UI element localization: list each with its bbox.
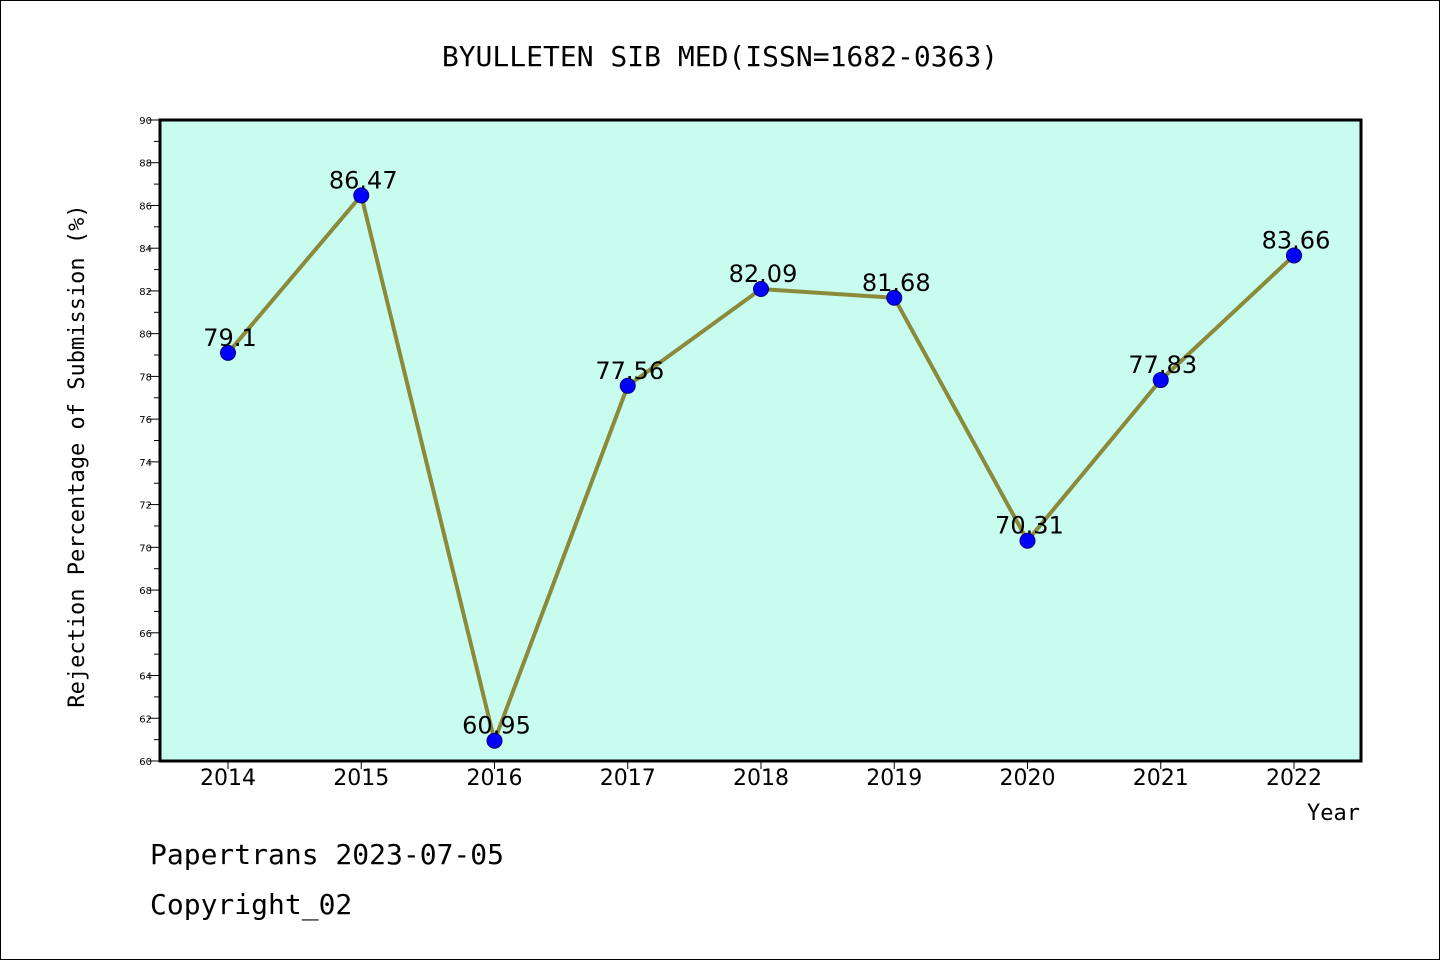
y-tick-label: 74 — [139, 458, 152, 469]
data-label-2018: 82.09 — [729, 260, 798, 288]
x-tick-label: 2014 — [200, 766, 256, 791]
plot-border — [158, 118, 1363, 763]
x-axis-label: Year — [1307, 801, 1360, 826]
data-point-2017 — [619, 377, 636, 394]
x-tick-label: 2020 — [1000, 766, 1056, 791]
data-point-2022 — [1286, 247, 1302, 264]
y-axis-ticks: 60 62 64 66 68 70 72 74 76 78 80 82 84 86 88 90 — [139, 116, 160, 768]
data-label-2015: 86.47 — [329, 166, 398, 194]
y-tick-label: 90 — [139, 116, 152, 127]
y-tick-label: 70 — [139, 543, 152, 554]
data-point-2015 — [353, 187, 370, 204]
y-tick-label: 80 — [139, 330, 152, 341]
y-tick-label: 82 — [139, 287, 152, 298]
chart-title: BYULLETEN SIB MED(ISSN=1682-0363) — [442, 40, 998, 73]
data-point-2016 — [486, 732, 503, 749]
data-label-2021: 77.83 — [1128, 351, 1197, 379]
y-tick-label: 62 — [139, 714, 152, 725]
x-tick-label: 2021 — [1133, 766, 1189, 791]
data-point-2020 — [1019, 532, 1036, 549]
data-label-2016: 60.95 — [462, 712, 531, 740]
y-tick-label: 68 — [139, 586, 152, 597]
data-point-2014 — [220, 344, 236, 361]
data-point-2021 — [1152, 372, 1169, 389]
x-tick-label: 2017 — [600, 766, 656, 791]
data-labels: 79.1 86.47 60.95 77.56 82.09 81.68 70.31 77.83 8… — [203, 166, 1330, 739]
data-point-2019 — [886, 289, 903, 306]
data-label-2014: 79.1 — [203, 324, 256, 352]
y-tick-label: 86 — [139, 201, 152, 212]
y-tick-label: 60 — [139, 757, 152, 768]
y-tick-label: 66 — [139, 629, 152, 640]
x-tick-label: 2019 — [866, 766, 922, 791]
x-axis-ticks: 2014 2015 2016 2017 2018 2019 2020 2021 2022 — [200, 761, 1322, 791]
y-tick-label: 72 — [139, 501, 152, 512]
y-tick-label: 64 — [139, 672, 152, 683]
data-point-2018 — [753, 281, 769, 298]
x-tick-label: 2022 — [1266, 766, 1322, 791]
y-tick-label: 84 — [139, 244, 152, 255]
series-markers — [220, 187, 1302, 749]
x-tick-label: 2016 — [467, 766, 523, 791]
footer-copyright-text: Copyright_02 — [150, 888, 352, 922]
plot-area — [160, 120, 1361, 761]
data-label-2017: 77.56 — [595, 357, 664, 385]
y-axis-label: Rejection Percentage of Submission (%) — [65, 204, 90, 707]
data-label-2020: 70.31 — [995, 512, 1064, 540]
y-tick-label: 88 — [139, 159, 152, 170]
x-tick-label: 2015 — [333, 766, 389, 791]
data-label-2022: 83.66 — [1262, 226, 1331, 254]
x-tick-label: 2018 — [733, 766, 789, 791]
y-tick-label: 76 — [139, 415, 152, 426]
data-label-2019: 81.68 — [862, 269, 931, 297]
footer-date-text: Papertrans 2023-07-05 — [150, 838, 504, 871]
y-tick-label: 78 — [139, 372, 152, 383]
